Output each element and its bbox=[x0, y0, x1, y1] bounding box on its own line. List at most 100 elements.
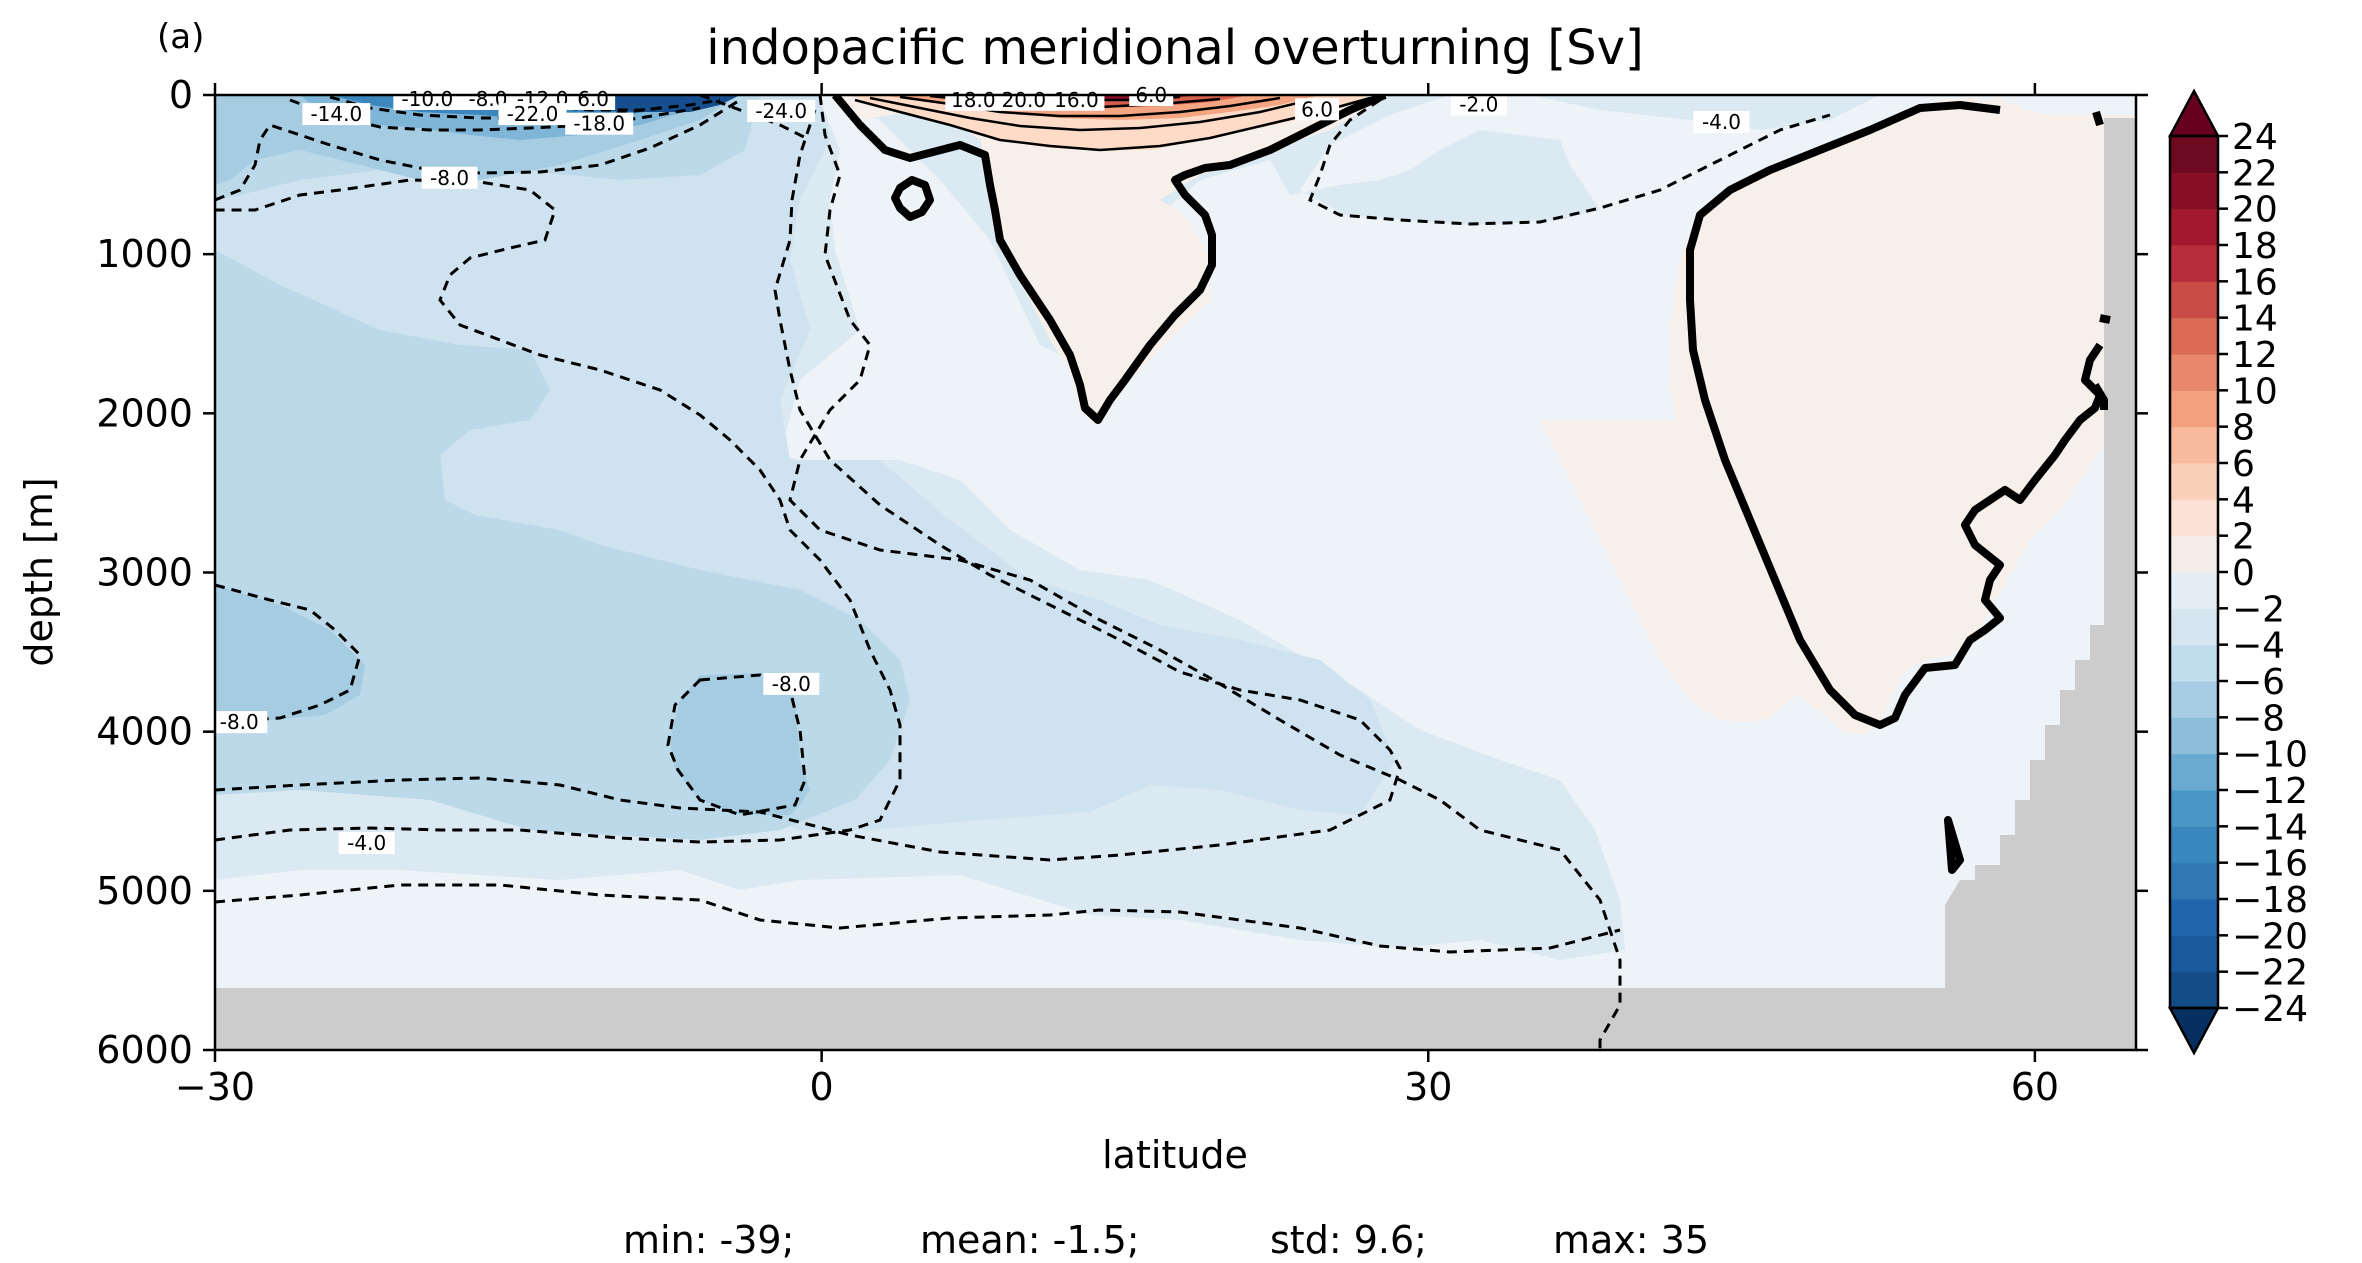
y-axis-label: depth [m] bbox=[17, 477, 61, 666]
contour-label-bg bbox=[747, 99, 816, 122]
colorbar-tick-label: 12 bbox=[2232, 335, 2278, 376]
zero-contour-north-tip bbox=[1944, 816, 1964, 874]
colorbar-band bbox=[2170, 971, 2218, 1009]
colorbar-band bbox=[2170, 245, 2218, 282]
colorbar-tick-label: 14 bbox=[2232, 299, 2278, 340]
contour-label-bg bbox=[571, 87, 616, 110]
y-tick-label: 3000 bbox=[96, 551, 193, 595]
contour-line-minus24 bbox=[699, 95, 811, 142]
colorbar-tick-label: 6 bbox=[2232, 444, 2255, 485]
stat-std: std: 9.6; bbox=[1270, 1218, 1427, 1262]
land-mask-bottom bbox=[215, 988, 1945, 1050]
x-tick-label: 60 bbox=[2011, 1065, 2059, 1109]
contour-line-minus6 bbox=[215, 178, 902, 844]
contour-label: -4.0 bbox=[347, 831, 386, 855]
x-axis: −30 0 30 60 bbox=[175, 83, 2059, 1109]
contour-label: -24.0 bbox=[755, 99, 807, 123]
contour-line-minus2-deep bbox=[788, 95, 1622, 1050]
colorbar-extend-max bbox=[2167, 88, 2221, 138]
contour-label: 16.0 bbox=[1054, 88, 1099, 112]
contour-line-minus4-a bbox=[215, 109, 1402, 862]
colorbar-tick-label: −16 bbox=[2232, 844, 2308, 885]
colorbar-band bbox=[2170, 572, 2218, 609]
zero-contour-island bbox=[891, 176, 934, 221]
contour-label-bg bbox=[1693, 111, 1750, 134]
land-mask-east bbox=[1945, 118, 2136, 1050]
colorbar-band bbox=[2170, 463, 2218, 500]
stat-mean: mean: -1.5; bbox=[920, 1218, 1140, 1262]
colorbar-band bbox=[2170, 535, 2218, 573]
contour-labels: -10.0 -8.0 -12.0 6.0-22.0 -18.0-14.0-8.0-24.… bbox=[211, 83, 1750, 855]
contour-label-bg bbox=[393, 87, 462, 110]
colorbar-tick-label: 10 bbox=[2232, 371, 2278, 412]
y-tick-label: 0 bbox=[169, 73, 193, 117]
colorbar-tick-label: −20 bbox=[2232, 916, 2308, 957]
colorbar-band bbox=[2170, 136, 2218, 173]
colorbar-tick-label: 2 bbox=[2232, 517, 2255, 558]
stats-line: min: -39; mean: -1.5; std: 9.6; max: 35 bbox=[623, 1218, 1709, 1262]
colorbar-band bbox=[2170, 426, 2218, 464]
colorbar-tick-label: −24 bbox=[2232, 989, 2308, 1030]
colorbar-tick-label: −2 bbox=[2232, 589, 2285, 630]
x-axis-label: latitude bbox=[1102, 1133, 1248, 1177]
zero-contours bbox=[831, 95, 2108, 874]
contour-label-bg bbox=[338, 832, 395, 855]
contour-label: 18.0 bbox=[951, 88, 996, 112]
colorbar-band bbox=[2170, 826, 2218, 864]
contour-line-plus2 bbox=[854, 96, 1371, 152]
contour-label: -8.0 bbox=[220, 710, 259, 734]
x-tick-label: 0 bbox=[810, 1065, 834, 1109]
colorbar-band bbox=[2170, 862, 2218, 900]
colorbar-band bbox=[2170, 281, 2218, 319]
colorbar: −24−22−20−18−16−14−12−10−8−6−4−202468101… bbox=[2167, 88, 2308, 1056]
contour-fill-minus6 bbox=[215, 95, 910, 840]
contour-label-bg bbox=[302, 103, 371, 126]
contour-line-minus2-bottom bbox=[215, 883, 1621, 954]
contour-fill-positive0 bbox=[830, 95, 1390, 425]
y-tick-label: 6000 bbox=[96, 1028, 193, 1072]
chart-title: indopacific meridional overturning [Sv] bbox=[706, 20, 1643, 76]
plot-area bbox=[215, 95, 2136, 1050]
colorbar-band bbox=[2170, 717, 2218, 755]
zero-contour-dash-east bbox=[2099, 314, 2111, 324]
colorbar-tick-label: −10 bbox=[2232, 735, 2308, 776]
contour-fill-minus8-mid bbox=[670, 672, 810, 815]
x-tick-label: −30 bbox=[175, 1065, 255, 1109]
zero-contour-north bbox=[1686, 101, 2104, 729]
contour-fill-positive-north2 bbox=[1670, 98, 2136, 735]
colorbar-band bbox=[2170, 899, 2218, 936]
y-axis: 0 1000 2000 3000 4000 5000 6000 bbox=[96, 73, 2148, 1072]
contour-label-bg bbox=[1450, 93, 1507, 116]
contour-label-bg bbox=[1295, 98, 1340, 121]
contour-label: -22.0 bbox=[507, 102, 559, 126]
contour-label: -10.0 bbox=[401, 87, 453, 111]
contour-line-plus4 bbox=[869, 96, 1311, 132]
contour-line-minus8-top bbox=[215, 98, 741, 202]
colorbar-band bbox=[2170, 208, 2218, 246]
contour-line-minus8-left bbox=[215, 583, 362, 724]
colorbar-tick-label: −12 bbox=[2232, 771, 2308, 812]
y-tick-label: 4000 bbox=[96, 710, 193, 754]
zero-contour-east-edge bbox=[2091, 382, 2108, 410]
colorbar-band bbox=[2170, 172, 2218, 210]
colorbar-band bbox=[2170, 790, 2218, 827]
colorbar-band bbox=[2170, 499, 2218, 537]
x-tick-label: 30 bbox=[1404, 1065, 1452, 1109]
colorbar-band bbox=[2170, 390, 2218, 428]
contour-label-bg bbox=[565, 112, 634, 135]
colorbar-band bbox=[2170, 644, 2218, 682]
zero-contour-tropical bbox=[831, 95, 1387, 424]
colorbar-tick-label: 4 bbox=[2232, 480, 2255, 521]
colorbar-band bbox=[2170, 608, 2218, 646]
contour-fill-minus8-left bbox=[215, 585, 365, 722]
contour-label: -8.0 bbox=[772, 672, 811, 696]
colorbar-tick-label: −4 bbox=[2232, 626, 2285, 667]
contour-label-bg bbox=[421, 166, 478, 189]
contour-line-minus2-north bbox=[1308, 98, 1831, 226]
colorbar-tick-label: 18 bbox=[2232, 226, 2278, 267]
colorbar-tick-label: 24 bbox=[2232, 117, 2278, 158]
colorbar-extend-min bbox=[2167, 1006, 2221, 1056]
y-tick-label: 2000 bbox=[96, 391, 193, 435]
stat-max: max: 35 bbox=[1553, 1218, 1709, 1262]
